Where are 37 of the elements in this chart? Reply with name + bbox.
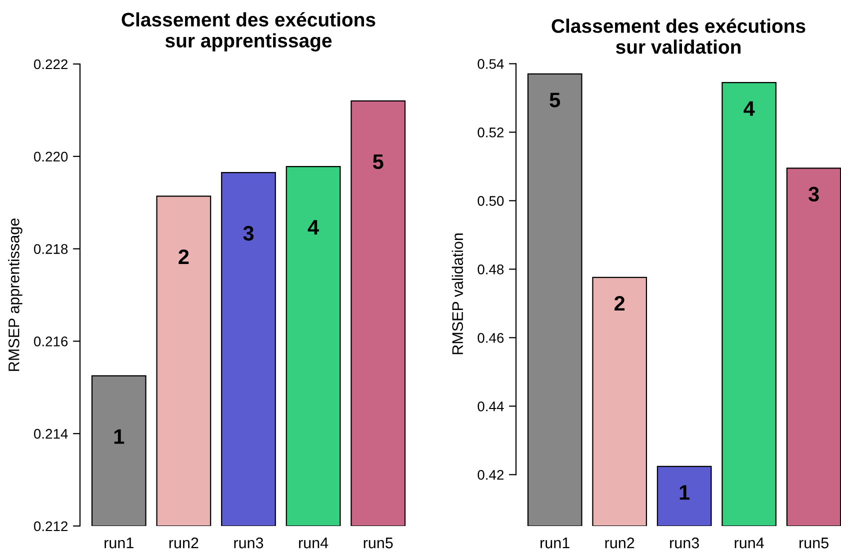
annotation: 3 [243,226,254,241]
chart-title: Classement des exécutions sur validation [552,18,806,54]
y-tick-label: 0.214 [34,428,68,439]
y-tick-label: 0.218 [34,244,68,254]
x-tick-label: run4 [299,538,328,548]
x-tick-label: run5 [800,538,828,548]
y-tick-label: 0.48 [478,264,504,274]
annotation: 3 [808,186,819,202]
chart-title: Classement des exécutions sur apprentissage [122,12,376,52]
y-tick-label: 0.50 [478,196,504,206]
annotation: 5 [372,154,384,170]
y-axis-title: RMSEP apprentissage [8,218,22,371]
y-tick-label: 0.220 [34,152,68,162]
y-tick-label: 0.212 [34,521,68,532]
y-tick-label: 0.42 [478,470,504,480]
x-tick-label: run4 [734,538,764,548]
x-tick-label: run2 [605,538,634,548]
annotation: 2 [178,249,189,264]
y-tick-label: 0.222 [34,59,68,70]
y-tick-label: 0.216 [34,336,68,346]
annotation: 2 [614,296,625,311]
x-tick-label: run1 [540,538,570,548]
x-tick-label: run5 [364,538,393,548]
annotation: 4 [308,220,319,234]
y-tick-label: 0.46 [478,332,504,343]
x-tick-label: run2 [169,538,198,548]
x-tick-label: run3 [670,538,699,548]
annotation: 5 [550,92,560,108]
annotation: 1 [114,429,124,444]
annotation: 4 [744,101,755,116]
y-tick-label: 0.52 [478,128,504,138]
y-axis-title: RMSEP validation [452,234,464,354]
x-tick-label: run1 [104,538,134,548]
y-tick-label: 0.44 [478,401,504,412]
x-tick-label: run3 [234,538,264,548]
y-tick-label: 0.54 [478,59,504,69]
annotation: 1 [680,485,690,500]
